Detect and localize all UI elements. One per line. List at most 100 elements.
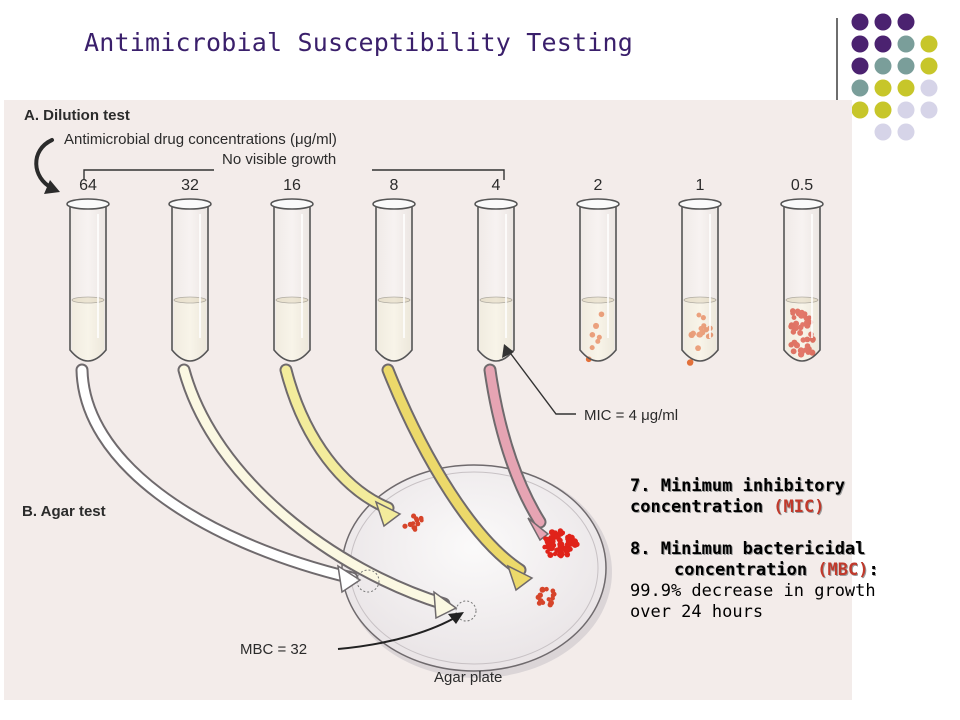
decorative-dot [897,13,915,31]
decorative-dot-grid [851,13,938,141]
test-tube: 16 [270,177,314,362]
plate-spots [356,513,580,622]
divider-line [836,18,838,100]
tube-row: 64 32 16 8 4 2 1 0.5 [66,177,824,366]
slide-title: Antimicrobial Susceptibility Testing [84,28,634,57]
mic-pointer [502,344,576,415]
note-7-term: concentration [630,497,774,517]
tube-concentration-label: 1 [696,177,705,194]
plate-colony [573,541,580,548]
note-8-colon: : [868,560,879,580]
plate-colony [559,551,565,557]
decorative-dot [897,35,915,53]
decorative-dot [897,101,915,119]
test-tube: 1 [678,177,722,366]
tube-concentration-label: 64 [79,177,97,194]
plate-colony [542,544,547,550]
test-tube: 8 [372,177,416,362]
plate-colony [550,531,556,537]
decorative-dot [920,101,938,119]
plate-colony [559,541,565,547]
decorative-dot [874,79,892,97]
plate-colony [565,538,572,545]
decorative-dot [897,57,915,75]
section-b-label: B. Agar test [22,503,106,520]
decorative-dot [874,35,892,53]
plate-spot-empty-64 [356,569,380,593]
plate-colony [539,586,546,593]
note-7-line-2: concentration (MIC) [630,497,960,518]
decorative-dot [851,35,869,53]
test-tube: 2 [576,177,620,363]
decorative-dot [920,79,938,97]
note-8-line-3: 99.9% decrease in growth [630,581,876,601]
curved-arrow-icon [34,138,60,194]
test-tube: 32 [168,177,212,362]
section-a-label: A. Dilution test [24,107,130,124]
note-8-line-2: concentration (MBC): [630,560,960,581]
notes-panel: 7. Minimum inhibitory concentration (MIC… [630,476,960,623]
mbc-pointer [337,612,464,650]
decorative-dot [851,13,869,31]
plate-colony [567,533,572,539]
plate-colony [544,586,549,592]
decorative-dot [874,13,892,31]
note-8-term: concentration [674,560,818,580]
mic-abbreviation: (MIC) [773,497,825,517]
plate-colony [411,521,416,526]
plate-colony [402,523,408,529]
plate-colony [536,600,542,606]
plate-colony [545,549,550,554]
plate-colony [414,517,420,523]
note-8-line-1: 8. Minimum bactericidal [630,539,866,559]
plate-colony [411,513,417,519]
plate-spot-empty-32 [455,600,477,622]
tube-concentration-label: 2 [594,177,603,194]
decorative-dot [920,57,938,75]
arrow-tube-16 [279,363,395,515]
plating-arrows [75,363,550,620]
tube-concentration-label: 0.5 [791,177,813,194]
plate-colony [550,592,556,598]
decorative-dot [874,57,892,75]
note-8-line-4: over 24 hours [630,602,764,622]
no-growth-bracket [83,169,505,180]
arrow-tube-64 [75,363,359,585]
concentration-label: Antimicrobial drug concentrations (μg/ml… [64,131,337,148]
test-tube: 0.5 [780,177,824,362]
tube-concentration-label: 32 [181,177,199,194]
tube-concentration-label: 4 [492,177,501,194]
plate-label: Agar plate [434,669,502,686]
agar-plate [341,464,612,678]
plate-colony [543,536,550,543]
plate-spot-colonies-16 [402,513,424,532]
note-7-line-1: 7. Minimum inhibitory [630,476,845,496]
mbc-label: MBC = 32 [240,641,307,658]
mbc-abbreviation: (MBC) [817,560,869,580]
tube-concentration-label: 8 [390,177,399,194]
plate-colony [547,545,554,552]
test-tube: 64 [66,177,110,362]
decorative-dot [851,79,869,97]
test-tube: 4 [474,177,518,362]
plate-colony [537,592,543,598]
mic-label: MIC = 4 μg/ml [584,407,678,424]
plate-spot-growth-4 [542,528,580,559]
decorative-dot [897,79,915,97]
plate-colony [552,551,558,557]
plate-spot-colonies-8 [535,586,557,608]
plate-colony [546,597,551,602]
decorative-dot [851,101,869,119]
plate-colony [547,552,554,559]
bacterial-colony [688,359,694,365]
plate-colony [548,536,555,543]
plate-colony [564,551,571,558]
decorative-dot [874,101,892,119]
decorative-dot [920,35,938,53]
plate-colony [563,546,570,553]
decorative-dot [851,57,869,75]
tube-concentration-label: 16 [283,177,301,194]
susceptibility-figure: 64 32 16 8 4 2 1 0.5 A. Dilution test Antimicro… [4,100,852,700]
plate-colony [557,530,564,537]
decorative-dot [897,123,915,141]
